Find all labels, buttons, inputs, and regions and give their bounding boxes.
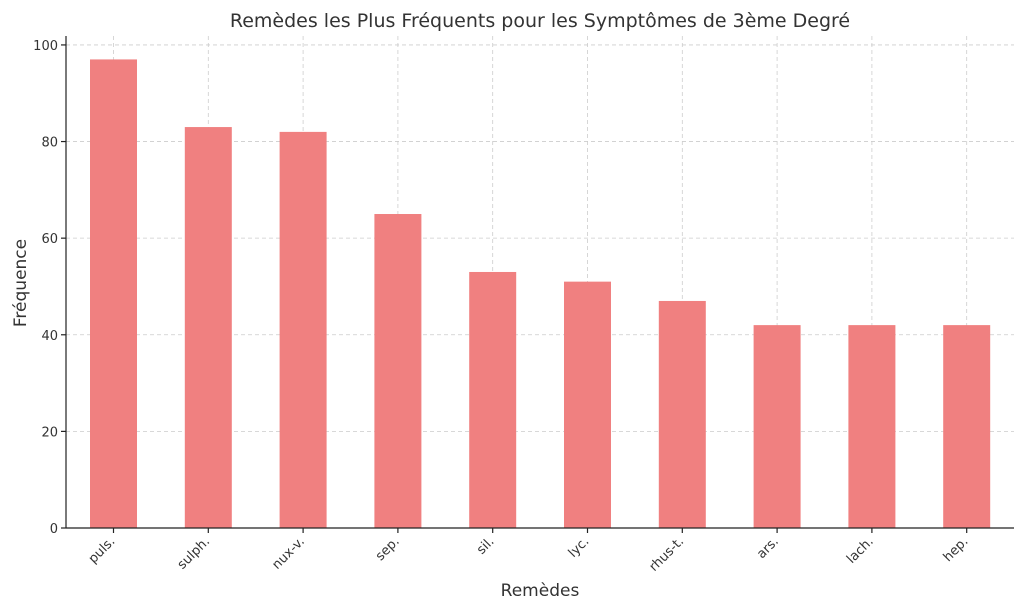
- bar-lach: [848, 325, 896, 528]
- bar-hep: [943, 325, 991, 528]
- x-tick-label: ars.: [754, 534, 782, 562]
- bar-ars: [753, 325, 801, 528]
- y-axis-label: Fréquence: [11, 239, 31, 327]
- x-ticks: puls. sulph. nux-v. sep. sil. lyc. rhus-t. ars.…: [86, 528, 972, 575]
- y-tick-label: 60: [41, 232, 58, 247]
- y-tick-label: 80: [41, 136, 58, 151]
- y-tick-label: 0: [50, 522, 58, 537]
- bar-sil: [469, 271, 517, 528]
- bar-sulph: [184, 127, 232, 528]
- bar-lyc: [564, 281, 611, 528]
- bar-rhus-t: [658, 300, 706, 528]
- x-tick-label: sulph.: [175, 534, 213, 572]
- bar-nux-v: [279, 131, 327, 529]
- x-tick-label: lyc.: [566, 534, 593, 561]
- x-tick-label: sil.: [474, 534, 497, 557]
- bar-puls: [90, 59, 137, 529]
- y-tick-label: 40: [41, 329, 58, 344]
- x-tick-label: lach.: [844, 534, 877, 567]
- bars: [90, 59, 991, 529]
- bar-sep: [374, 214, 422, 528]
- x-axis-label: Remèdes: [501, 581, 580, 601]
- x-tick-label: nux-v.: [270, 534, 308, 572]
- x-tick-label: sep.: [373, 534, 403, 564]
- x-tick-label: rhus-t.: [647, 534, 688, 575]
- y-tick-label: 100: [33, 39, 58, 54]
- y-ticks: 0 20 40 60 80 100: [33, 39, 66, 537]
- chart-title: Remèdes les Plus Fréquents pour les Symp…: [230, 10, 850, 32]
- x-tick-label: hep.: [941, 534, 972, 565]
- x-tick-label: puls.: [86, 534, 119, 567]
- y-tick-label: 20: [41, 425, 58, 440]
